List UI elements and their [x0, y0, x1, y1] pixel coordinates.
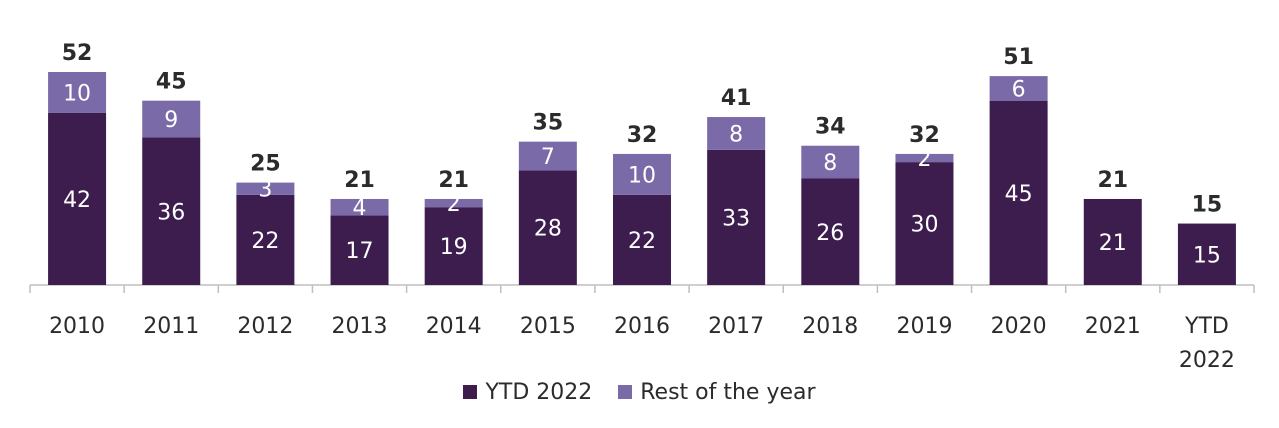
total-label: 32 — [909, 123, 940, 148]
bar-rest-2010 — [48, 72, 107, 113]
data-label-rest: 10 — [63, 81, 91, 106]
bar-ytd-2018 — [801, 178, 860, 285]
x-tick-label: 2018 — [802, 314, 858, 339]
total-label: 52 — [62, 41, 93, 66]
data-label-ytd: 22 — [628, 229, 656, 254]
data-label-ytd: 28 — [534, 217, 562, 242]
x-tick-label: 2020 — [991, 314, 1047, 339]
data-label-ytd: 42 — [63, 188, 91, 213]
data-label-rest: 8 — [729, 122, 743, 147]
x-tick-label: 2011 — [143, 314, 199, 339]
bar-ytd-2020 — [989, 100, 1048, 285]
bar-ytd-2010 — [48, 112, 107, 285]
bar-ytd-2016 — [613, 194, 671, 285]
bar-ytd-2019 — [895, 162, 954, 285]
bar-rest-2015 — [518, 141, 577, 171]
data-label-ytd: 19 — [440, 235, 468, 260]
data-label-rest: 10 — [628, 163, 656, 188]
x-axis-ticks — [29, 285, 1255, 293]
bar-rest-2017 — [707, 117, 766, 150]
total-label: 41 — [721, 86, 752, 111]
legend-label-ytd: YTD 2022 — [485, 379, 593, 405]
bar-rest-2012 — [236, 182, 295, 195]
x-tick-label: 2012 — [237, 314, 293, 339]
total-label: 32 — [627, 123, 658, 148]
legend-item-ytd: YTD 2022 — [463, 380, 592, 405]
total-label: 25 — [250, 152, 281, 177]
legend-item-rest: Rest of the year — [618, 379, 816, 405]
legend-label-rest: Rest of the year — [640, 379, 816, 405]
data-label-ytd: 17 — [346, 239, 374, 264]
x-tick-label: 2016 — [614, 314, 670, 339]
bar-ytd-2013 — [330, 215, 389, 285]
legend-swatch-ytd — [463, 385, 478, 399]
bar-ytd-2012 — [236, 194, 295, 285]
data-label-rest: 2 — [447, 192, 461, 217]
data-label-rest: 4 — [353, 196, 367, 221]
x-tick-label: 2013 — [332, 314, 388, 339]
data-label-ytd: 15 — [1193, 243, 1221, 268]
bar-rest-2016 — [613, 153, 671, 195]
data-label-ytd: 30 — [910, 213, 938, 238]
total-label: 51 — [1003, 45, 1034, 70]
legend: YTD 2022 Rest of the year — [0, 372, 1279, 412]
bar-ytd-2017 — [707, 149, 766, 285]
total-label: 35 — [533, 111, 564, 136]
total-label: 21 — [344, 168, 375, 193]
total-label: 45 — [156, 70, 187, 95]
data-label-rest: 2 — [917, 147, 931, 172]
bar-rest-2014 — [424, 198, 483, 208]
x-tick-label: 2015 — [520, 314, 576, 339]
data-label-rest: 9 — [164, 108, 178, 133]
data-label-rest: 8 — [823, 151, 837, 176]
bar-rest-2011 — [142, 100, 201, 138]
data-label-ytd: 33 — [722, 206, 750, 231]
bar-rest-2020 — [989, 76, 1048, 101]
stacked-bar-chart: 4210522010369452011223252012174212013192… — [29, 41, 1255, 370]
data-label-rest: 6 — [1012, 77, 1026, 102]
bars-group — [48, 72, 1236, 285]
bar-ytd-2014 — [424, 207, 483, 285]
x-tick-label: 2014 — [426, 314, 482, 339]
bar-ytd-2021 — [1083, 198, 1142, 285]
x-tick-label: 2017 — [708, 314, 764, 339]
total-label: 34 — [815, 115, 846, 140]
data-label-ytd: 22 — [251, 229, 279, 254]
labels-group: 4210522010369452011223252012174212013192… — [49, 41, 1235, 370]
bar-rest-2018 — [801, 145, 860, 179]
data-label-rest: 3 — [258, 178, 272, 203]
bar-rest-2019 — [895, 153, 954, 163]
x-tick-label: YTD 2022 — [1179, 314, 1235, 370]
x-tick-label: 2010 — [49, 314, 105, 339]
total-label: 21 — [1097, 168, 1128, 193]
bar-ytd-2011 — [142, 137, 201, 285]
total-label: 15 — [1192, 193, 1223, 218]
bar-ytd-2015 — [518, 170, 577, 285]
total-label: 21 — [438, 168, 469, 193]
data-label-ytd: 45 — [1005, 182, 1033, 207]
data-label-ytd: 26 — [816, 221, 844, 246]
data-label-ytd: 21 — [1099, 231, 1127, 256]
bar-rest-2013 — [330, 198, 389, 216]
data-label-rest: 7 — [541, 145, 555, 170]
data-label-ytd: 36 — [157, 200, 185, 225]
legend-swatch-rest — [618, 385, 633, 399]
bar-ytd-ytd-2022 — [1177, 223, 1236, 285]
x-tick-label: 2019 — [896, 314, 952, 339]
x-tick-label: 2021 — [1085, 314, 1141, 339]
